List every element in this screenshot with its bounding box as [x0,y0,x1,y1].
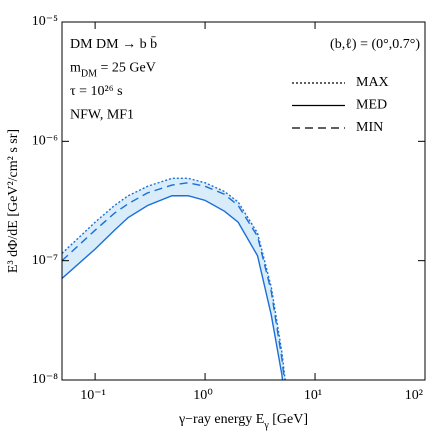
plot-area [62,177,286,380]
corner-note: (b,ℓ) = (0°,0.7°) [330,37,420,52]
x-tick-label: 10² [405,388,423,403]
y-tick-label: 10⁻⁶ [32,134,58,149]
text-part: γ−ray energy E [178,412,264,427]
series-line [62,195,284,380]
text-part: τ = 10²⁶ s [70,84,123,99]
x-tick-label: 10⁰ [193,388,213,403]
annotation: NFW, MF1 [70,108,134,123]
legend-label: MED [356,98,387,113]
annotation: mDM = 25 GeV [70,61,156,80]
y-axis-label: E³ dΦ/dE [GeV²/cm² s sr] [6,129,21,273]
y-tick-label: 10⁻⁵ [32,14,58,29]
text-part: = 25 GeV [97,61,156,76]
x-tick-label: 10⁻¹ [80,388,106,403]
y-tick-label: 10⁻⁷ [32,253,58,268]
series-line [62,177,286,380]
text-part: DM [81,68,97,79]
y-tick-label: 10⁻⁸ [32,372,58,387]
x-tick-label: 10¹ [304,388,322,403]
x-axis-label: γ−ray energy Eγ [GeV] [178,412,308,431]
text-part: m [70,61,81,76]
text-part: DM DM → b b̄ [70,36,157,52]
series-line [62,182,286,380]
annotation: τ = 10²⁶ s [70,84,123,99]
legend-label: MAX [356,75,389,90]
plot-frame [61,21,426,381]
text-part: [GeV] [269,412,308,427]
annotation: DM DM → b b̄ [70,36,157,52]
text-part: γ [263,420,269,431]
text-part: NFW, MF1 [70,108,134,123]
legend-label: MIN [356,120,383,135]
